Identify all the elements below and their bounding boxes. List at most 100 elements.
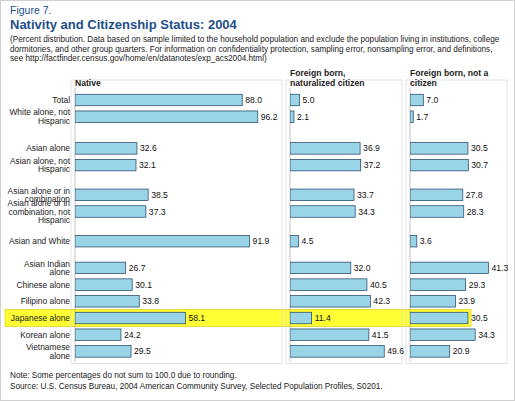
data-label: 32.6 [140, 143, 157, 153]
panel-header: Foreign born,naturalized citizen [290, 68, 365, 88]
text-line: (Percent distribution. Data based on sam… [10, 35, 500, 44]
bar [290, 189, 354, 201]
data-label: 30.7 [471, 160, 488, 170]
category-label: Asian alone, notHispanic [10, 156, 71, 175]
panel-frame [286, 80, 402, 363]
data-label: 27.8 [466, 190, 483, 200]
bar-group [290, 94, 384, 357]
category-label: Korean alone [20, 330, 70, 340]
bar [75, 262, 126, 274]
data-label: 24.2 [124, 330, 141, 340]
category-label: Asian Indianalone [24, 259, 70, 278]
bar [290, 296, 370, 308]
data-label: 36.9 [363, 143, 380, 153]
category-label: Filipino alone [21, 296, 71, 306]
data-label: 1.7 [416, 112, 428, 122]
bar [290, 143, 360, 155]
bar [290, 235, 299, 247]
bar [410, 312, 468, 324]
data-label: 49.6 [387, 346, 404, 356]
data-label: 11.4 [315, 313, 331, 323]
bar [410, 346, 450, 358]
data-label: 30.5 [471, 313, 488, 323]
bar-group [75, 94, 258, 357]
data-label: 58.1 [188, 313, 205, 323]
bar [75, 296, 139, 308]
panel-header: Native [75, 78, 101, 88]
panel-header: Foreign born, not acitizen [410, 68, 489, 88]
bar [290, 346, 384, 358]
data-label: 34.3 [358, 207, 375, 217]
bar [75, 235, 250, 247]
data-label: 20.9 [453, 346, 470, 356]
bar [75, 94, 242, 106]
subtitle: (Percent distribution. Data based on sam… [10, 35, 500, 63]
panel-frame [71, 80, 282, 363]
bar [75, 159, 136, 171]
bar [290, 262, 351, 274]
data-label: 37.2 [364, 160, 381, 170]
text-line: Hispanic [38, 164, 70, 174]
text-line: alone [50, 351, 71, 361]
category-label: Chinese alone [16, 280, 70, 290]
bar [410, 235, 417, 247]
data-label: 30.5 [471, 143, 488, 153]
category-label: Asian alone [26, 143, 70, 153]
note: Note: Some percentages do not sum to 100… [10, 371, 237, 380]
data-label: 88.0 [245, 95, 262, 105]
figure: Figure 7.Nativity and Citizenship Status… [0, 0, 515, 401]
data-label: 33.7 [357, 190, 374, 200]
data-label: 91.9 [253, 236, 270, 246]
figure-label: Figure 7. [10, 4, 51, 16]
title: Nativity and Citizenship Status: 2004 [10, 17, 238, 32]
data-label: 4.5 [302, 236, 314, 246]
text-line: Hispanic [38, 215, 70, 225]
data-label: 2.1 [297, 112, 309, 122]
bar [75, 206, 146, 218]
text-line: see http://factfinder.census.gov/home/en… [10, 54, 267, 63]
text-line: Total [52, 95, 70, 105]
data-label: 23.9 [458, 296, 475, 306]
text-line: alone [50, 267, 71, 277]
bar [290, 94, 300, 106]
bar [75, 279, 132, 291]
data-label: 33.8 [142, 296, 159, 306]
bar [290, 206, 355, 218]
bar [75, 111, 258, 123]
bar [410, 143, 468, 155]
category-label: Total [52, 95, 70, 105]
bar [410, 262, 488, 274]
data-label: 42.3 [373, 296, 390, 306]
bar [290, 159, 361, 171]
data-label: 29.5 [134, 346, 151, 356]
text-line: naturalized citizen [290, 78, 365, 88]
bar [290, 329, 369, 341]
data-label: 34.3 [478, 330, 495, 340]
bar [75, 143, 137, 155]
bar [75, 346, 131, 358]
bar [410, 279, 466, 291]
text-line: Foreign born, [290, 68, 345, 78]
bar [410, 329, 475, 341]
figure-frame [1, 1, 515, 401]
bar [290, 312, 312, 324]
data-label: 41.3 [491, 263, 508, 273]
text-line: Japanese alone [11, 313, 70, 323]
category-label: Asian alone or incombination, notHispani… [8, 198, 71, 225]
text-line: Korean alone [20, 330, 70, 340]
data-label: 30.1 [135, 280, 152, 290]
text-line: Hispanic [38, 116, 70, 126]
category-label: Vietnamesealone [26, 342, 70, 361]
bar [290, 279, 367, 291]
data-label: 38.5 [151, 190, 168, 200]
data-label: 5.0 [303, 95, 315, 105]
text-line: citizen [410, 78, 437, 88]
text-line: dormitories, and other group quarters. F… [10, 45, 492, 54]
category-label: Asian and White [9, 236, 70, 246]
data-label: 7.0 [426, 95, 438, 105]
data-label: 37.3 [149, 207, 166, 217]
data-label: 29.3 [469, 280, 486, 290]
bar [410, 94, 423, 106]
text-line: Chinese alone [16, 280, 70, 290]
data-label: 96.2 [261, 112, 278, 122]
